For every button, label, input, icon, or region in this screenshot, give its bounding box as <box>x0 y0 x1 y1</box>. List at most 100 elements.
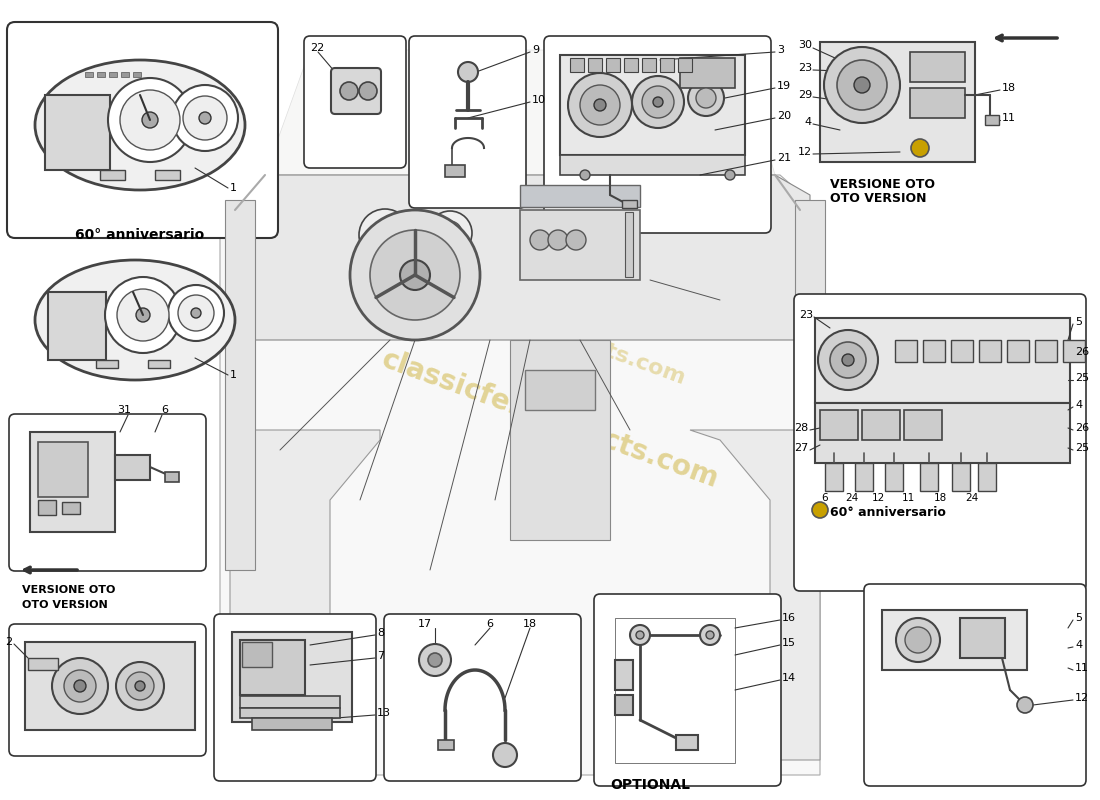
Text: 18: 18 <box>522 619 537 629</box>
Circle shape <box>854 77 870 93</box>
Text: VERSIONE OTO: VERSIONE OTO <box>22 585 115 595</box>
Circle shape <box>64 670 96 702</box>
Bar <box>588 58 602 72</box>
Bar <box>165 472 179 482</box>
Bar <box>510 340 610 540</box>
Circle shape <box>438 221 462 245</box>
Bar <box>242 642 272 667</box>
Text: 24: 24 <box>966 493 979 503</box>
Bar <box>815 318 1070 403</box>
Bar <box>133 72 141 77</box>
Circle shape <box>642 86 674 118</box>
Bar <box>820 42 975 162</box>
Text: 25: 25 <box>1075 373 1089 383</box>
Text: 1: 1 <box>230 183 236 193</box>
Text: 10: 10 <box>532 95 546 105</box>
Text: 9: 9 <box>532 45 539 55</box>
Text: 11: 11 <box>901 493 914 503</box>
Bar <box>825 463 843 491</box>
Bar <box>895 340 917 362</box>
Bar <box>232 632 352 722</box>
Circle shape <box>108 78 192 162</box>
Bar <box>952 463 970 491</box>
Text: 29: 29 <box>798 90 812 100</box>
Polygon shape <box>230 430 380 760</box>
Circle shape <box>199 112 211 124</box>
Bar <box>606 58 620 72</box>
Circle shape <box>812 502 828 518</box>
Circle shape <box>824 47 900 123</box>
Circle shape <box>371 221 399 249</box>
Bar <box>148 360 170 368</box>
Circle shape <box>117 289 169 341</box>
Bar <box>85 72 94 77</box>
FancyBboxPatch shape <box>544 36 771 233</box>
Bar <box>39 442 88 497</box>
FancyBboxPatch shape <box>331 68 381 114</box>
Bar <box>240 640 305 695</box>
Bar <box>660 58 674 72</box>
FancyBboxPatch shape <box>9 624 206 756</box>
FancyBboxPatch shape <box>7 22 278 238</box>
Circle shape <box>653 97 663 107</box>
Text: 7: 7 <box>377 651 384 661</box>
Circle shape <box>594 99 606 111</box>
Text: 26: 26 <box>1075 347 1089 357</box>
Circle shape <box>493 743 517 767</box>
FancyBboxPatch shape <box>594 594 781 786</box>
Text: VERSIONE OTO: VERSIONE OTO <box>830 178 935 191</box>
Polygon shape <box>220 175 819 775</box>
Circle shape <box>400 260 430 290</box>
Bar <box>240 696 340 708</box>
Bar <box>960 618 1005 658</box>
Text: 27: 27 <box>794 443 808 453</box>
FancyBboxPatch shape <box>214 614 376 781</box>
Text: 6: 6 <box>486 619 494 629</box>
Text: 31: 31 <box>117 405 131 415</box>
Bar <box>62 502 80 514</box>
Bar <box>525 370 595 410</box>
Text: 20: 20 <box>777 111 791 121</box>
Circle shape <box>172 85 238 151</box>
Circle shape <box>830 342 866 378</box>
Circle shape <box>135 681 145 691</box>
Circle shape <box>632 76 684 128</box>
Text: 12: 12 <box>871 493 884 503</box>
Bar <box>1035 340 1057 362</box>
Text: 1: 1 <box>230 370 236 380</box>
Text: 23: 23 <box>799 310 813 320</box>
Text: OTO VERSION: OTO VERSION <box>830 191 926 205</box>
Circle shape <box>896 618 940 662</box>
Bar <box>30 432 116 532</box>
Text: 12: 12 <box>798 147 812 157</box>
Text: 8: 8 <box>377 628 384 638</box>
Bar <box>952 340 974 362</box>
Text: 14: 14 <box>782 673 796 683</box>
Bar <box>815 403 1070 463</box>
Bar <box>100 170 125 180</box>
Bar <box>155 170 180 180</box>
Circle shape <box>706 631 714 639</box>
Text: 24: 24 <box>846 493 859 503</box>
Circle shape <box>630 625 650 645</box>
Circle shape <box>905 627 931 653</box>
Circle shape <box>636 631 644 639</box>
Bar <box>438 740 454 750</box>
Circle shape <box>837 60 887 110</box>
Circle shape <box>359 82 377 100</box>
FancyBboxPatch shape <box>384 614 581 781</box>
Bar <box>1006 340 1028 362</box>
Circle shape <box>580 85 620 125</box>
Circle shape <box>359 209 411 261</box>
Text: 21: 21 <box>777 153 791 163</box>
Text: 5: 5 <box>1075 317 1082 327</box>
Circle shape <box>52 658 108 714</box>
FancyBboxPatch shape <box>864 584 1086 786</box>
Bar <box>621 200 637 208</box>
Circle shape <box>350 210 480 340</box>
Circle shape <box>1018 697 1033 713</box>
Circle shape <box>120 90 180 150</box>
Bar <box>28 658 58 670</box>
Circle shape <box>911 139 930 157</box>
Text: classicferrarifacts.com: classicferrarifacts.com <box>377 346 723 494</box>
